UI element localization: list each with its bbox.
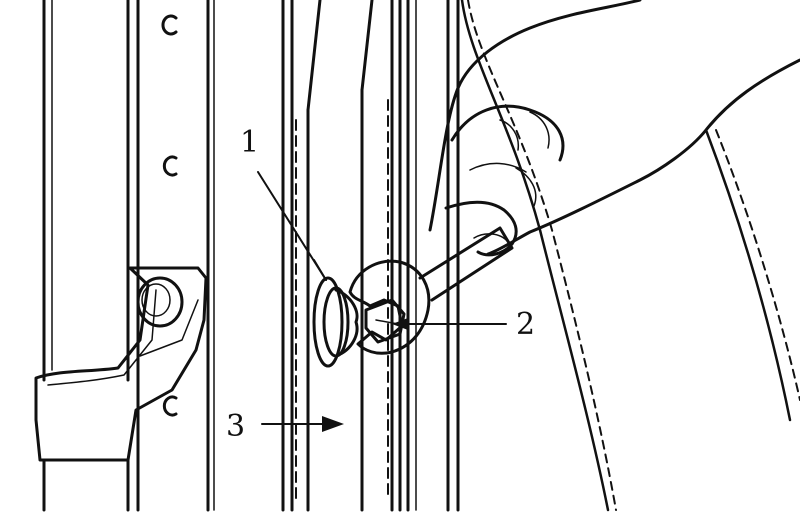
callout-label-3: 3	[226, 409, 246, 444]
arrow-3-head	[322, 416, 344, 432]
hand-icon	[428, 0, 800, 257]
middle-rails	[281, 0, 417, 512]
callout-label-1: 1	[240, 125, 260, 160]
leader-line-1	[257, 171, 327, 281]
channel-hole	[161, 14, 178, 417]
body-panel	[460, 0, 800, 512]
rail-dashes	[295, 99, 389, 501]
bracket-clamp	[34, 266, 208, 462]
callout-label-2: 2	[516, 307, 536, 342]
left-frame-post	[42, 0, 130, 512]
hole-channel	[136, 0, 215, 512]
wrench-icon	[348, 226, 514, 355]
arrow-icon	[392, 318, 408, 330]
washer-1	[312, 276, 359, 368]
clamp-bolt-icon	[136, 276, 184, 328]
